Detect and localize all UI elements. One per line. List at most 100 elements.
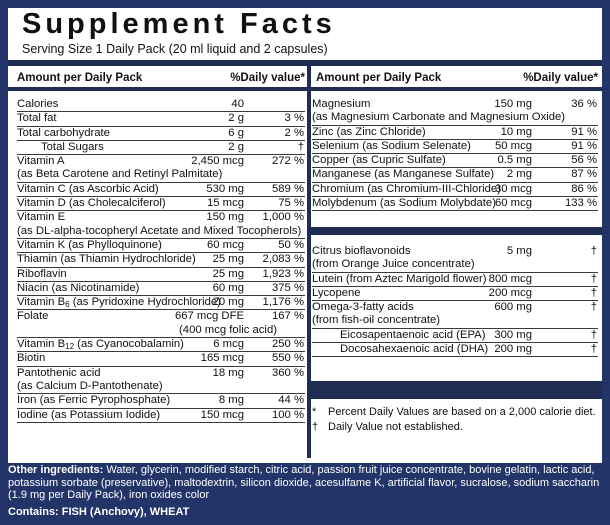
nutrient-name: Eicosapentaenoic acid (EPA) [340,328,486,341]
nutrient-amount: 40 [231,98,244,110]
nutrient-name: Vitamin B6 (as Pyridoxine Hydrochloride) [17,296,221,310]
nutrient-row: Magnesium 150 mg 36 % (as Magnesium Carbona… [312,98,598,126]
nutrient-row: Folate 667 mcg DFE 167 % (400 mcg folic aci… [17,310,305,339]
nutrient-dv: † [590,272,597,285]
right-other-list: Citrus bioflavonoids 5 mg † (from Orange Ju… [312,245,598,358]
nutrient-dv: 550 % [271,352,304,365]
nutrient-row: Pantothenic acid 18 mg 360 % (as Calcium D-… [17,367,305,395]
nutrient-name: Calories [17,98,59,110]
nutrient-dv: 3 % [284,112,304,125]
nutrient-row: Zinc (as Zinc Chloride) 10 mg 91 % [312,126,598,140]
right-section-bar [311,227,602,235]
nutrient-amount: 50 mcg [494,139,532,152]
nutrient-dv: 1,000 % [262,211,304,224]
nutrient-row: Vitamin E 150 mg 1,000 % (as DL-alpha-tocop… [17,211,305,239]
nutrient-row: Calories 40 [17,98,305,113]
right-nutrient-list: Magnesium 150 mg 36 % (as Magnesium Carbona… [312,98,598,212]
nutrient-dv: 360 % [271,366,304,379]
nutrient-dv: † [590,245,597,257]
nutrient-row: Chromium (as Chromium-III-Chloride) 30 mc… [312,182,598,198]
nutrient-row: Iodine (as Potassium Iodide) 150 mcg 100 % [17,409,305,423]
right-column-header: Amount per Daily Pack %Daily value* [316,71,598,85]
nutrient-dv: 91 % [571,139,597,152]
nutrient-name: Total Sugars [41,140,104,153]
nutrient-amount: 2 g [228,140,244,153]
nutrient-name: Zinc (as Zinc Chloride) [312,125,426,138]
nutrient-name: Total carbohydrate [17,126,110,139]
nutrient-row: Niacin (as Nicotinamide) 60 mg 375 % [17,282,305,297]
nutrient-amount: 165 mcg [200,352,244,365]
dv-header: %Daily value* [230,72,305,84]
nutrient-amount: 30 mcg [494,182,532,195]
nutrient-row: Citrus bioflavonoids 5 mg † (from Orange Ju… [312,245,598,273]
allergen-statement: Contains: FISH (Anchovy), WHEAT [8,506,190,518]
nutrient-amount: 20 mg [212,296,244,309]
nutrient-row: Thiamin (as Thiamin Hydrochloride) 25 mg 2… [17,253,305,268]
nutrient-row: Manganese (as Manganese Sulfate) 2 mg 87 % [312,168,598,183]
nutrient-amount: 800 mcg [488,272,532,285]
left-nutrient-list: Calories 40 Total fat 2 g 3 % Total carbohydr… [17,98,305,423]
nutrient-row: Omega-3-fatty acids 600 mg † (from fish-oil… [312,301,598,329]
nutrient-row: Eicosapentaenoic acid (EPA) 300 mg † [312,328,598,344]
nutrient-name: Thiamin (as Thiamin Hydrochloride) [17,253,196,266]
nutrient-amount: 150 mg [494,98,532,110]
nutrient-name: Copper (as Cupric Sulfate) [312,154,446,167]
left-column-header: Amount per Daily Pack %Daily value* [17,71,305,85]
nutrient-name: Vitamin A [17,155,65,168]
nutrient-row: Lutein (from Aztec Marigold flower) 800 m… [312,273,598,287]
nutrient-row: Biotin 165 mcg 550 % [17,352,305,367]
nutrient-name: Molybdenum (as Sodium Molybdate) [312,197,496,210]
nutrient-row: Docosahexaenoic acid (DHA) 200 mg † [312,343,598,358]
dv-header: %Daily value* [523,72,598,84]
nutrient-name: Lutein (from Aztec Marigold flower) [312,272,487,285]
nutrient-dv: 91 % [571,125,597,138]
nutrient-name: Chromium (as Chromium-III-Chloride) [312,182,501,195]
nutrient-source: (as Beta Carotene and Retinyl Palmitate) [17,168,223,181]
nutrient-row: Copper (as Cupric Sulfate) 0.5 mg 56 % [312,154,598,169]
nutrient-name: Docosahexaenoic acid (DHA) [340,343,489,356]
nutrient-dv: 50 % [278,238,304,251]
nutrient-row: Molybdenum (as Sodium Molybdate) 60 mcg 13… [312,197,598,212]
nutrient-name: Lycopene [312,286,361,299]
footnote-bar [311,381,602,399]
nutrient-dv: 100 % [271,408,304,421]
nutrient-row: Vitamin B12 (as Cyanocobalamin) 6 mcg 250 … [17,338,305,353]
nutrient-name: Riboflavin [17,267,67,280]
nutrient-dv: † [590,328,597,341]
other-ingredients: Other ingredients: Water, glycerin, modi… [8,464,600,501]
nutrient-dv: † [590,343,597,356]
top-rule [8,60,602,66]
nutrient-name: Vitamin E [17,211,66,224]
nutrient-amount: 2 mg [506,168,532,181]
nutrient-row: Total fat 2 g 3 % [17,112,305,127]
nutrient-row: Vitamin D (as Cholecalciferol) 15 mcg 75 % [17,197,305,212]
nutrient-row: Vitamin A 2,450 mcg 272 % (as Beta Carotene… [17,155,305,183]
panel-title: Supplement Facts [22,8,336,40]
nutrient-amount: 18 mg [212,366,244,379]
nutrient-amount: 25 mg [212,267,244,280]
nutrient-dv: 36 % [571,98,597,110]
nutrient-row: Vitamin K (as Phylloquinone) 60 mcg 50 % [17,238,305,254]
nutrient-dv: 167 % [271,310,304,323]
nutrient-amount: 600 mg [494,301,532,314]
nutrient-amount: 530 mg [206,182,244,195]
nutrient-row: Riboflavin 25 mg 1,923 % [17,268,305,282]
nutrient-amount: 6 g [228,126,244,139]
nutrient-name: Selenium (as Sodium Selenate) [312,139,471,152]
nutrient-name: Iron (as Ferric Pyrophosphate) [17,394,171,407]
nutrient-name: Manganese (as Manganese Sulfate) [312,168,495,181]
nutrient-source: (as Calcium D-Pantothenate) [17,379,163,392]
nutrient-name: Vitamin C (as Ascorbic Acid) [17,182,159,195]
nutrient-name: Vitamin D (as Cholecalciferol) [17,197,166,210]
nutrient-dv: 589 % [271,182,304,195]
serving-size: Serving Size 1 Daily Pack (20 ml liquid … [22,42,328,56]
nutrient-amount: 6 mcg [213,338,244,351]
nutrient-name: Vitamin K (as Phylloquinone) [17,238,162,251]
nutrient-row: Vitamin C (as Ascorbic Acid) 530 mg 589 % [17,182,305,198]
nutrient-row: Iron (as Ferric Pyrophosphate) 8 mg 44 % [17,394,305,409]
nutrient-source: (as DL-alpha-tocopheryl Acetate and Mixe… [17,224,302,237]
nutrient-amount: 200 mg [494,343,532,356]
nutrient-dv: 56 % [571,154,597,167]
nutrient-source: (from fish-oil concentrate) [312,314,441,327]
nutrient-dv: 133 % [564,197,597,210]
